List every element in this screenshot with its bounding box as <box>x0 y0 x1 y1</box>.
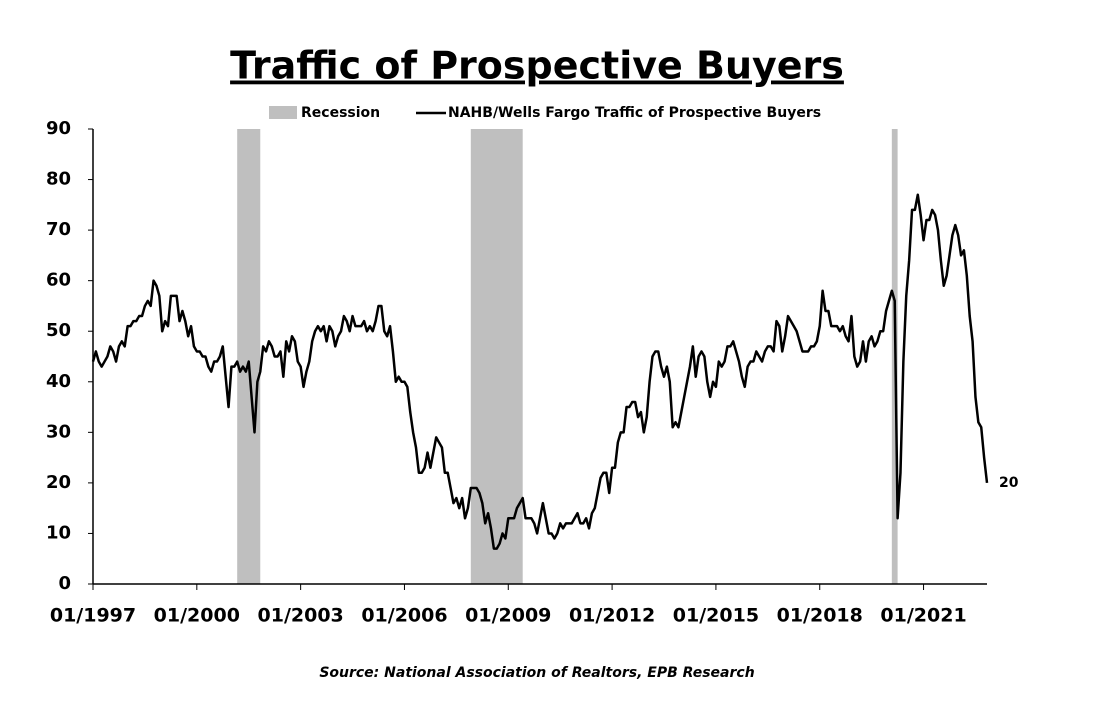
y-tick-label: 60 <box>46 270 71 291</box>
end-value-label: 20 <box>999 475 1019 491</box>
legend-swatch <box>269 106 297 119</box>
y-tick-label: 20 <box>46 472 71 493</box>
x-tick-label: 01/2000 <box>154 605 240 627</box>
y-tick-label: 50 <box>46 320 71 341</box>
y-tick-label: 90 <box>46 118 71 139</box>
legend-label: NAHB/Wells Fargo Traffic of Prospective … <box>448 105 821 121</box>
y-tick-label: 70 <box>46 219 71 240</box>
legend-label: Recession <box>301 105 380 121</box>
x-tick-label: 01/2009 <box>465 605 551 627</box>
x-tick-label: 01/2021 <box>880 605 966 627</box>
x-tick-label: 01/2018 <box>777 605 863 627</box>
y-tick-label: 40 <box>46 371 71 392</box>
chart-title: Traffic of Prospective Buyers <box>230 44 844 88</box>
y-tick-label: 10 <box>46 522 71 543</box>
x-tick-label: 01/2003 <box>258 605 344 627</box>
source-note: Source: National Association of Realtors… <box>319 665 754 681</box>
y-tick-label: 80 <box>46 169 71 190</box>
x-tick-label: 01/2006 <box>361 605 447 627</box>
x-tick-label: 01/2015 <box>673 605 759 627</box>
recession-band <box>237 129 261 584</box>
y-tick-label: 30 <box>46 421 71 442</box>
series-line <box>91 193 989 550</box>
y-tick-label: 0 <box>58 573 71 594</box>
x-tick-label: 01/1997 <box>50 605 136 627</box>
x-tick-label: 01/2012 <box>569 605 655 627</box>
recession-band <box>470 129 523 584</box>
